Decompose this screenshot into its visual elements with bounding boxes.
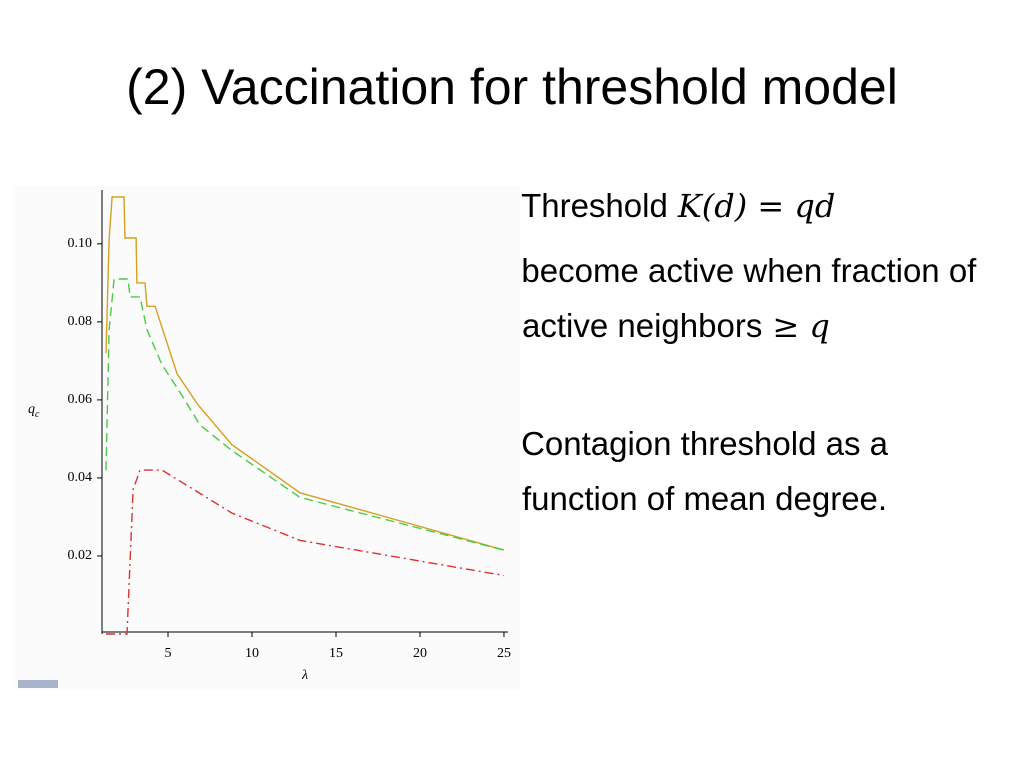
bullet: • Contagion threshold as a function of m… — [482, 416, 992, 526]
math: ≥ q — [772, 307, 830, 345]
math: K(d) = qd — [677, 187, 836, 225]
slide-title: (2) Vaccination for threshold model — [126, 59, 898, 115]
bullet-text: -> become active when fraction of active… — [482, 252, 977, 344]
y-tick-label: 0.08 — [68, 314, 93, 329]
x-tick-label: 25 — [497, 646, 511, 661]
series-line — [105, 278, 505, 551]
series-line — [106, 469, 505, 635]
y-tick-label: 0.06 — [68, 392, 93, 407]
x-tick-label: 15 — [329, 646, 343, 661]
x-tick-label: 20 — [413, 646, 427, 661]
x-tick-label: 10 — [245, 646, 259, 661]
bullet-text: Contagion threshold as a function of mea… — [521, 425, 888, 517]
x-axis-label: λ — [301, 668, 308, 683]
series-line — [105, 196, 505, 551]
y-tick-label: 0.04 — [68, 470, 93, 485]
y-axis-label-main: q — [28, 402, 35, 417]
y-tick-label: 0.10 — [68, 236, 93, 251]
chart-background — [15, 185, 520, 690]
x-tick-label: 5 — [165, 646, 172, 661]
bullet-text: Threshold — [521, 187, 668, 224]
bullet: -> become active when fraction of active… — [482, 243, 992, 354]
logo — [18, 680, 58, 688]
y-axis-label: qc — [28, 402, 40, 420]
y-axis-label-sub: c — [35, 409, 40, 420]
y-tick-label: 0.02 — [68, 548, 93, 563]
